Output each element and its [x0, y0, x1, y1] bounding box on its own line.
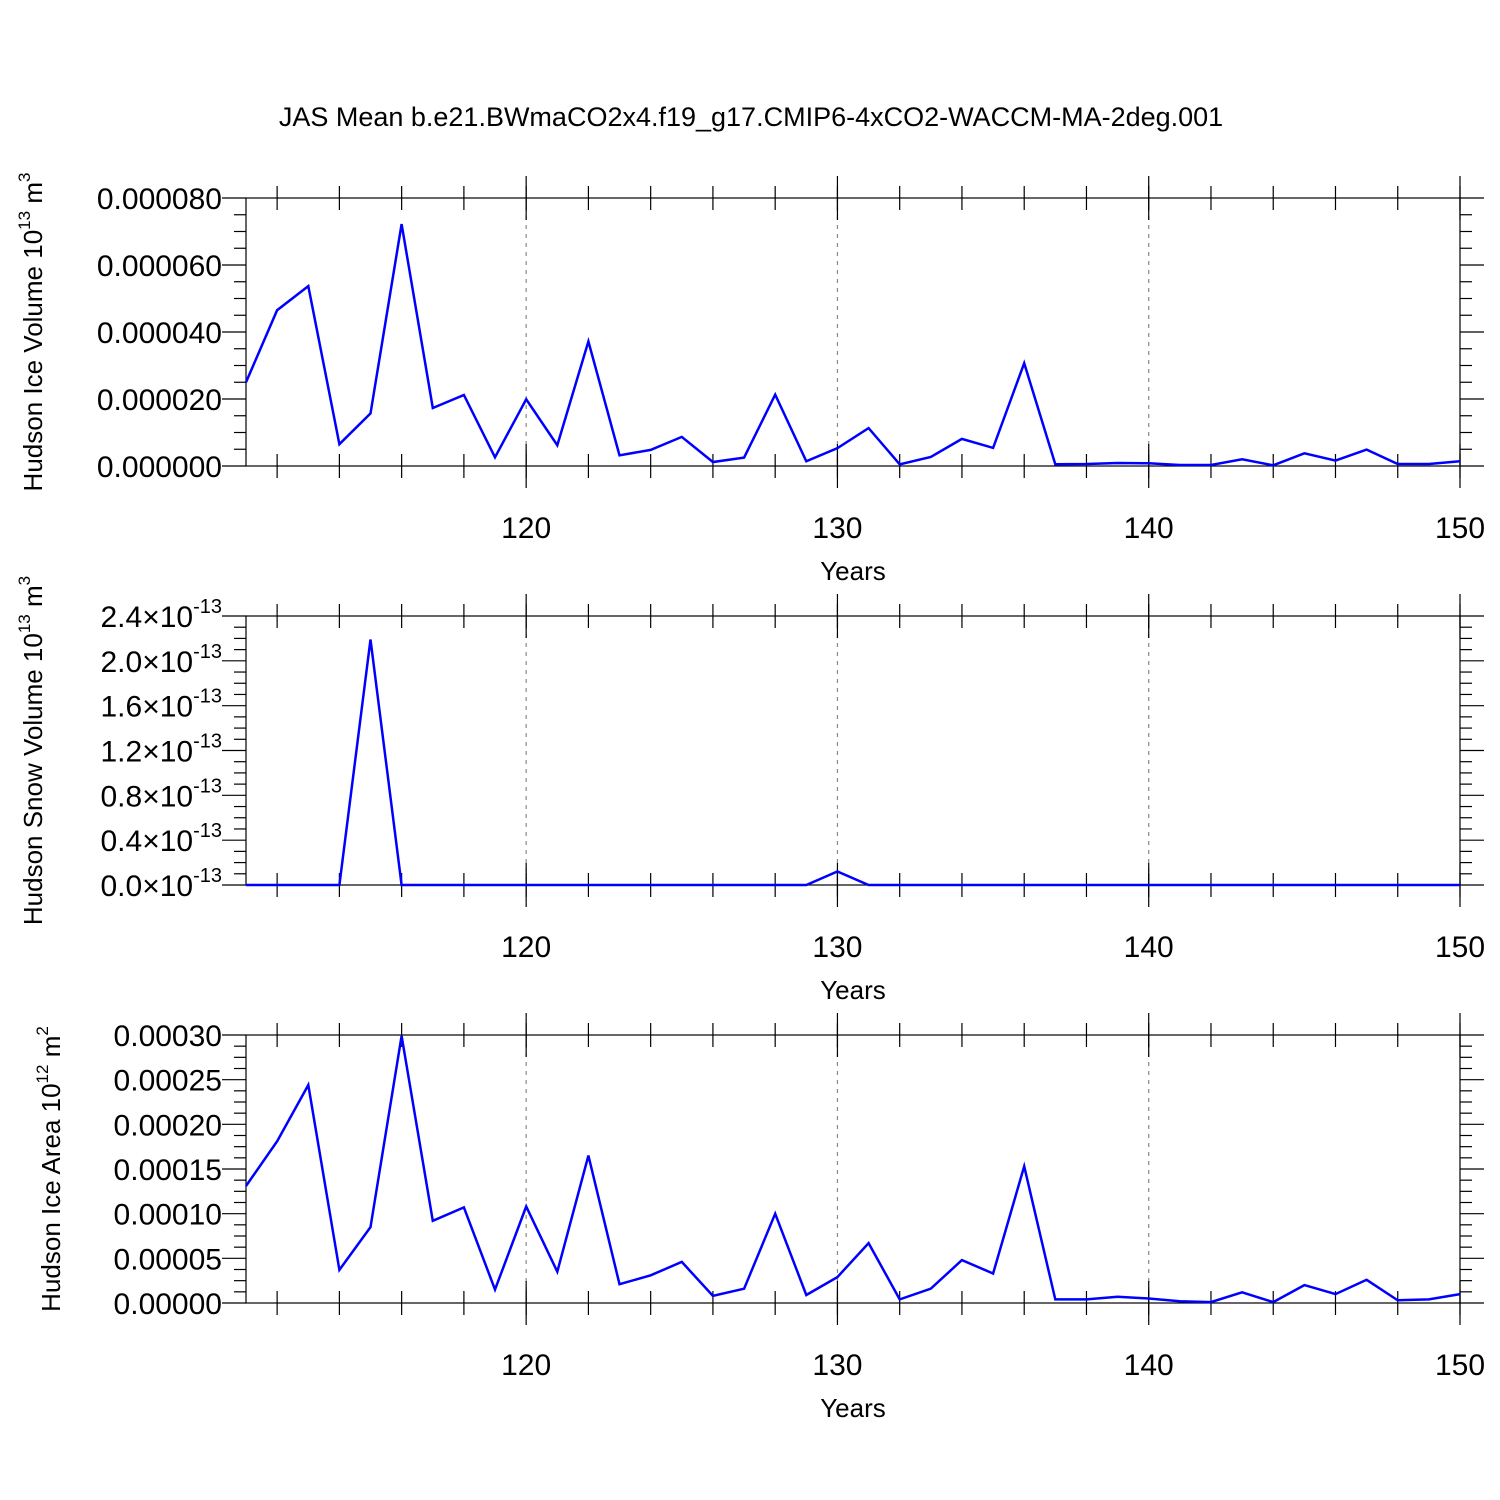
series-line	[244, 1035, 1461, 1304]
x-tick-label: 120	[501, 512, 551, 545]
y-tick-label: 0.00020	[114, 1109, 222, 1142]
y-tick-label: 0.8×10-13	[101, 775, 223, 813]
x-tick-label: 150	[1435, 512, 1485, 545]
y-tick-label: 0.000080	[97, 183, 222, 216]
x-tick-label: 140	[1124, 512, 1174, 545]
y-tick-label: 0.00030	[114, 1020, 222, 1053]
x-axis-label: Years	[820, 975, 886, 1005]
plot-frame	[245, 197, 1461, 467]
x-tick-label: 120	[501, 931, 551, 964]
x-tick-label: 130	[812, 512, 862, 545]
x-tick-label: 120	[501, 1349, 551, 1382]
y-tick-label: 2.4×10-13	[101, 596, 223, 634]
y-tick-label: 0.00015	[114, 1154, 222, 1187]
x-tick-label: 130	[812, 1349, 862, 1382]
x-axis-label: Years	[820, 1393, 886, 1423]
y-tick-label: 2.0×10-13	[101, 641, 223, 679]
series-line	[244, 223, 1461, 467]
y-axis-label: Hudson Ice Area 1012 m2	[33, 1026, 66, 1312]
y-tick-label: 0.00010	[114, 1199, 222, 1232]
chart-panel-1: 0.000000 0.000020 0.000040 0.000060 0.000080…	[15, 173, 1485, 586]
y-tick-label: 0.000060	[97, 250, 222, 283]
y-tick-label: 1.2×10-13	[101, 731, 223, 769]
y-tick-label: 0.4×10-13	[101, 820, 223, 858]
y-axis-label: Hudson Snow Volume 1013 m3	[15, 576, 48, 925]
chart-panel-3: 0.00000 0.00005 0.00010 0.00015 0.00020 0.000…	[33, 1013, 1485, 1423]
series-line	[246, 639, 1460, 887]
y-axis-label: Hudson Ice Volume 1013 m3	[15, 173, 48, 492]
x-axis-label: Years	[820, 556, 886, 586]
x-tick-label: 150	[1435, 1349, 1485, 1382]
y-tick-label: 0.000000	[97, 451, 222, 484]
y-tick-label: 0.000040	[97, 317, 222, 350]
y-tick-label: 0.0×10-13	[101, 865, 223, 903]
y-tick-label: 0.00005	[114, 1243, 222, 1276]
y-tick-label: 0.000020	[97, 384, 222, 417]
x-tick-label: 130	[812, 931, 862, 964]
y-tick-label: 1.6×10-13	[101, 686, 223, 724]
chart-panel-2: 0.0×10-13 0.4×10-13 0.8×10-13 1.2×10-13 1.6×…	[15, 576, 1485, 1005]
chart-title: JAS Mean b.e21.BWmaCO2x4.f19_g17.CMIP6-4…	[279, 102, 1223, 132]
plot-frame	[245, 615, 1461, 886]
x-tick-label: 150	[1435, 931, 1485, 964]
y-tick-label: 0.00025	[114, 1065, 222, 1098]
plot-frame	[245, 1034, 1461, 1304]
x-tick-label: 140	[1124, 931, 1174, 964]
y-tick-label: 0.00000	[114, 1288, 222, 1321]
x-tick-label: 140	[1124, 1349, 1174, 1382]
